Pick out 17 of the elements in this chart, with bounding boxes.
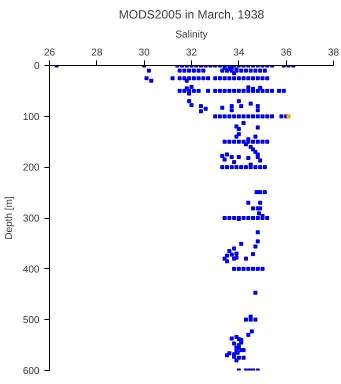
x-tick-label: 30: [138, 48, 150, 58]
x-axis-title: Salinity: [175, 30, 208, 40]
x-tick-label: 38: [328, 48, 340, 58]
y-tick-label: 500: [22, 315, 40, 326]
x-tick-label: 32: [186, 48, 198, 58]
y-axis-title: Depth [m]: [4, 196, 15, 240]
x-tick-label: 34: [233, 48, 245, 58]
chart-title: MODS2005 in March, 1938: [118, 8, 265, 22]
y-tick-label: 300: [22, 214, 40, 224]
y-tick-label: 100: [22, 112, 40, 123]
x-tick-label: 36: [280, 48, 292, 58]
x-tick-label: 26: [44, 48, 56, 58]
y-tick-label: 200: [22, 162, 40, 174]
x-tick-label: 28: [91, 48, 103, 58]
y-tick-label: 600: [22, 366, 40, 377]
y-tick-label: 400: [22, 264, 40, 276]
y-tick-label: 0: [34, 61, 40, 72]
